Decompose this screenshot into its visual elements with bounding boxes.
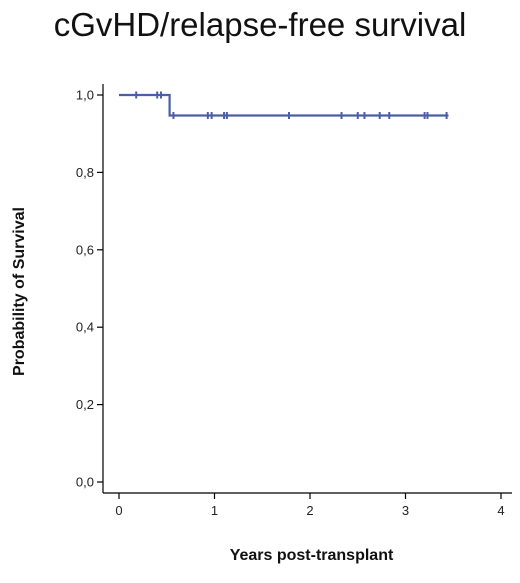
y-tick-label: 0,6: [76, 242, 94, 257]
x-tick-label: 2: [306, 503, 313, 518]
x-tick-label: 3: [402, 503, 409, 518]
series: [119, 91, 449, 120]
x-tick-label: 1: [211, 503, 218, 518]
survival-curve: [119, 93, 449, 117]
x-axis-label: Years post-transplant: [230, 547, 394, 564]
y-tick-label: 0,4: [76, 320, 94, 335]
chart-title: cGvHD/relapse-free survival: [53, 6, 467, 43]
y-tick-label: 0,2: [76, 397, 94, 412]
y-tick-label: 1,0: [76, 88, 94, 103]
y-axis-label: Probability of Survival: [11, 207, 28, 376]
x-tick-label: 0: [115, 503, 122, 518]
x-tick-label: 4: [497, 503, 504, 518]
y-tick-label: 0,0: [76, 475, 94, 490]
y-axis: 0,0 0,2 0,4 0,6 0,8 1,0: [76, 84, 104, 493]
y-tick-label: 0,8: [76, 165, 94, 180]
x-axis: 0 1 2 3 4: [103, 492, 512, 518]
